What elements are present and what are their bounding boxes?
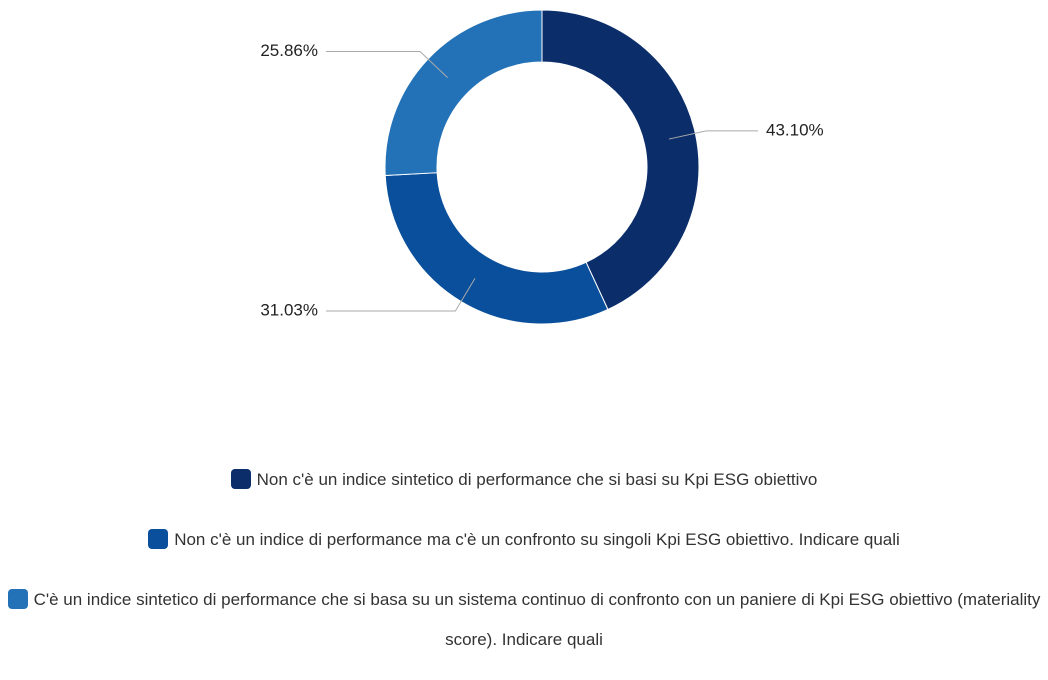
legend-label: C'è un indice sintetico di performance c… <box>33 590 1041 649</box>
data-label: 43.10% <box>766 120 824 139</box>
legend-item: Non c'è un indice di performance ma c'è … <box>4 520 1044 560</box>
data-label: 25.86% <box>260 41 318 60</box>
legend-item: C'è un indice sintetico di performance c… <box>4 580 1044 660</box>
legend-label: Non c'è un indice sintetico di performan… <box>256 470 818 489</box>
legend-swatch <box>148 529 169 549</box>
data-label: 31.03% <box>260 300 318 319</box>
chart: 43.10% 31.03% 25.86% <box>260 9 824 325</box>
donut-slice <box>384 172 609 325</box>
leader-line <box>668 130 758 140</box>
legend-item: Non c'è un indice sintetico di performan… <box>4 460 1044 500</box>
leader-line <box>326 278 476 312</box>
donut-slice <box>541 9 700 311</box>
donut-slice <box>384 9 543 177</box>
legend-swatch <box>230 469 251 489</box>
legend-label: Non c'è un indice di performance ma c'è … <box>174 530 900 549</box>
page: 43.10% 31.03% 25.86% Non c'è un indice sin… <box>7 9 1041 649</box>
legend-swatch <box>7 589 28 609</box>
legend: Non c'è un indice sintetico di performan… <box>0 460 1048 680</box>
leader-line <box>326 50 448 78</box>
